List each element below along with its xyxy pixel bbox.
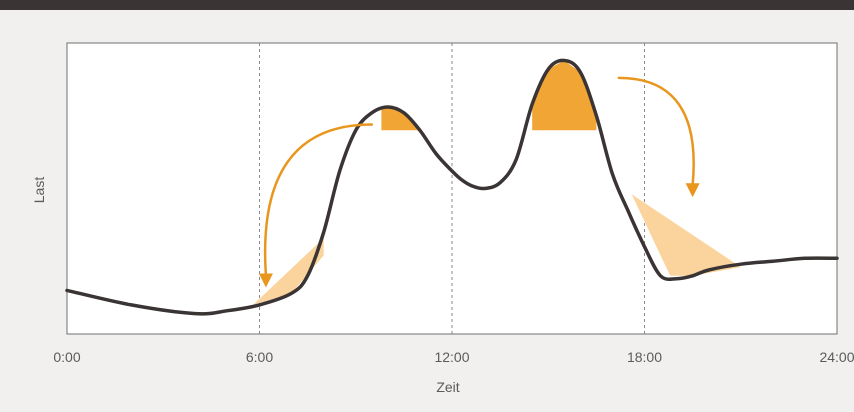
shift-arrow-head: [258, 273, 273, 288]
shift-arrow: [617, 76, 695, 187]
y-axis-title: Last: [31, 177, 47, 204]
x-tick-label: 18:00: [627, 349, 662, 365]
x-tick-label: 6:00: [246, 349, 273, 365]
peak-shaving-area: [381, 107, 427, 131]
x-tick-label: 0:00: [53, 349, 80, 365]
shift-arrows: [258, 76, 700, 288]
x-tick-label: 12:00: [434, 349, 469, 365]
shift-arrow: [263, 123, 374, 277]
shaded-regions: [253, 60, 741, 305]
x-tick-labels: 0:00 6:00 12:00 18:00 24:00: [53, 349, 854, 365]
peak-shaving-area: [532, 60, 597, 131]
valley-filling-area: [631, 194, 741, 276]
load-curve: [65, 58, 839, 316]
valley-filling-area: [253, 238, 324, 305]
x-tick-label: 24:00: [819, 349, 854, 365]
shift-arrow-head: [685, 183, 700, 198]
x-axis-title: Zeit: [436, 379, 459, 395]
load-curve-line: [65, 58, 839, 316]
top-bar: [0, 0, 854, 10]
grid-lines: [259, 43, 645, 334]
